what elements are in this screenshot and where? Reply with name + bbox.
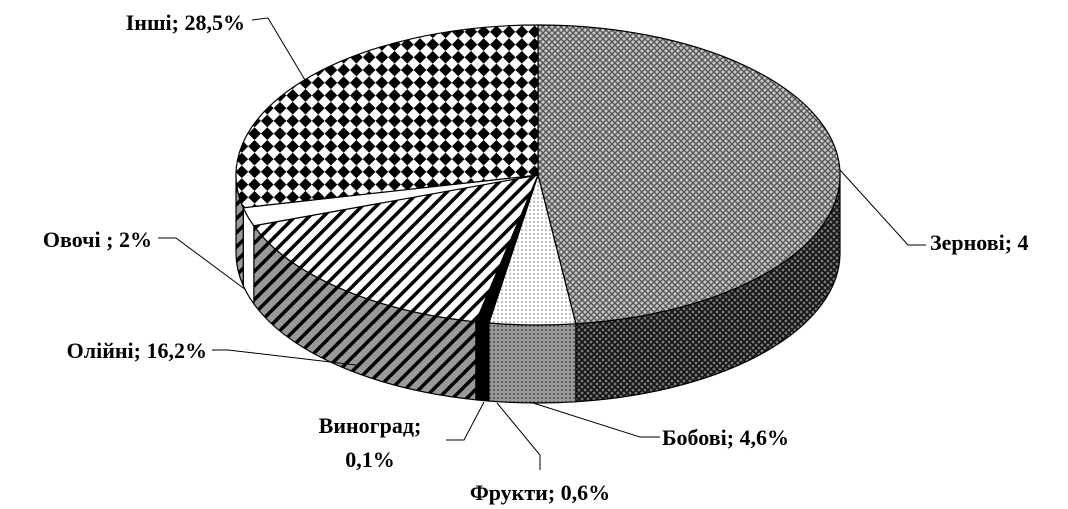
data-label: Фрукти; 0,6% xyxy=(470,480,610,505)
leader-line xyxy=(496,402,541,470)
leader-line xyxy=(529,401,660,438)
leader-line xyxy=(158,237,247,291)
data-label: Зернові; 4 xyxy=(930,230,1029,255)
leader-line xyxy=(446,401,485,441)
pie xyxy=(235,24,841,404)
leader-line xyxy=(212,349,357,366)
leader-line xyxy=(251,17,306,81)
data-label: Овочі ; 2% xyxy=(43,227,152,252)
labels: Зернові; 4 Бобові; 4,6% Фрукти; 0,6% Виногр… xyxy=(43,10,1029,505)
pie-slice xyxy=(235,24,539,209)
data-label: Олійні; 16,2% xyxy=(67,338,207,363)
data-label: Інші; 28,5% xyxy=(126,10,245,35)
data-label: 0,1% xyxy=(345,447,395,472)
pie-side xyxy=(477,321,490,402)
leader-line xyxy=(839,169,926,246)
pie-slice xyxy=(252,174,539,323)
pie-side xyxy=(488,322,577,404)
data-label: Виноград; xyxy=(319,413,422,438)
data-label: Бобові; 4,6% xyxy=(662,425,789,450)
pie-slice xyxy=(537,24,841,325)
